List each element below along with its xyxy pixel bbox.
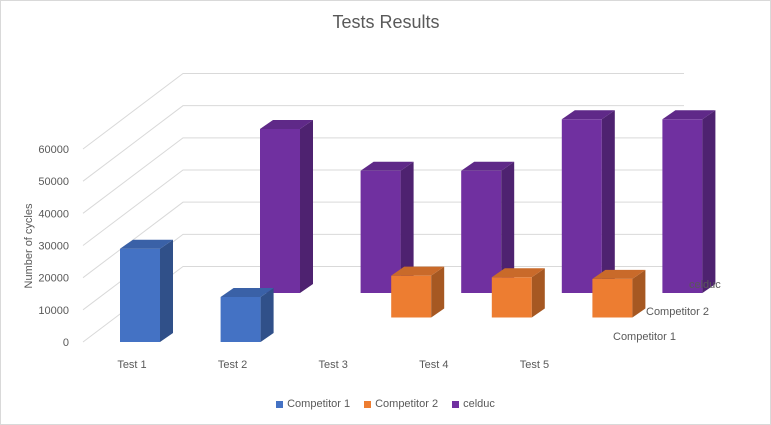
bars	[120, 110, 716, 342]
y-axis-title: Number of cycles	[23, 203, 35, 288]
bar-front	[391, 275, 432, 318]
bar-competitor-1	[220, 287, 274, 342]
series-depth-label: Competitor 1	[613, 331, 676, 343]
chart-title: Tests Results	[332, 12, 439, 32]
y-tick-label: 10000	[38, 305, 69, 317]
gridline	[82, 73, 684, 150]
bar-celduc	[561, 110, 615, 293]
bar-side	[160, 239, 173, 342]
x-tick-label: Test 4	[419, 359, 448, 371]
bar-side	[431, 266, 445, 318]
bar-top	[592, 269, 646, 279]
legend-label: Competitor 1	[287, 398, 351, 410]
bar-celduc	[461, 161, 515, 293]
bar-front	[592, 278, 633, 318]
bar-top	[260, 119, 313, 129]
gridline	[82, 105, 684, 182]
bar-competitor-1	[120, 239, 173, 342]
bar-competitor-2	[391, 266, 445, 318]
bar-side	[260, 287, 274, 342]
bar-side	[300, 119, 313, 293]
gridline	[82, 169, 684, 246]
x-tick-label: Test 2	[218, 359, 247, 371]
legend-item-celduc: celduc	[452, 398, 495, 410]
bar-front	[220, 296, 261, 342]
bar-top	[461, 161, 515, 171]
y-tick-label: 0	[63, 337, 69, 349]
bar-celduc	[360, 161, 414, 293]
y-tick-label: 40000	[38, 208, 69, 220]
bar-top	[220, 287, 274, 297]
x-tick-label: Test 1	[117, 359, 146, 371]
bar-front	[260, 128, 300, 293]
bar-front	[360, 170, 401, 293]
series-depth-label: celduc	[689, 279, 721, 291]
y-tick-label: 30000	[38, 241, 69, 253]
bar-top	[391, 266, 445, 276]
bar-side	[501, 161, 515, 293]
legend: Competitor 1 Competitor 2 celduc	[1, 398, 770, 410]
legend-label: celduc	[463, 398, 495, 410]
bar-front	[561, 119, 602, 293]
bar-top	[662, 110, 716, 120]
bar-side	[702, 110, 716, 293]
bar-competitor-2	[491, 268, 545, 318]
bar-side	[400, 161, 414, 293]
y-tick-label: 50000	[38, 176, 69, 188]
x-tick-label: Test 3	[319, 359, 348, 371]
legend-swatch	[452, 400, 460, 408]
bar-competitor-2	[592, 269, 646, 318]
bar-top	[491, 268, 545, 278]
series-depth-label: Competitor 2	[646, 306, 709, 318]
bar-front	[120, 248, 160, 342]
bar-top	[360, 161, 414, 171]
legend-swatch	[364, 400, 372, 408]
bar-side	[531, 268, 545, 318]
bar-front	[461, 170, 502, 293]
axis-labels: 0 10000 20000 30000 40000 50000 60000 Test 1 Tes…	[38, 144, 721, 371]
bar-celduc	[662, 110, 716, 293]
gridlines	[82, 73, 684, 343]
gridline	[82, 233, 684, 311]
legend-swatch	[276, 400, 284, 408]
bar-top	[120, 239, 173, 249]
legend-item-competitor-1: Competitor 1	[276, 398, 350, 410]
gridline	[82, 266, 684, 343]
bar-celduc	[260, 119, 313, 293]
bar-side	[632, 269, 646, 318]
y-tick-label: 20000	[38, 273, 69, 285]
bar-front	[662, 119, 703, 293]
legend-label: Competitor 2	[375, 398, 439, 410]
bar-side	[601, 110, 615, 293]
bar-front	[491, 277, 532, 318]
bar-top	[561, 110, 615, 120]
x-tick-label: Test 5	[520, 359, 549, 371]
legend-item-competitor-2: Competitor 2	[364, 398, 438, 410]
gridline	[82, 201, 684, 279]
y-tick-label: 60000	[38, 144, 69, 156]
gridline	[82, 137, 684, 214]
